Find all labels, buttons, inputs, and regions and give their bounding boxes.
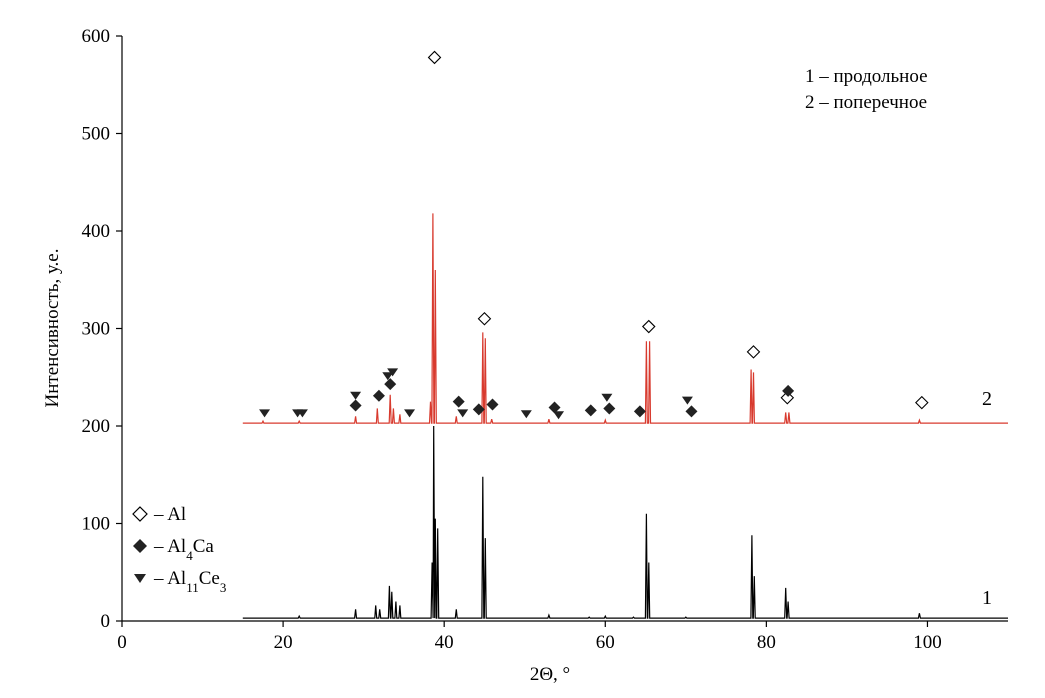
marker-al4ca-2 (372, 389, 385, 402)
marker-al11ce3-12 (681, 396, 693, 405)
marker-al4ca-12 (782, 384, 795, 397)
marker-al11ce3-10 (553, 411, 565, 420)
marker-al4ca-3 (384, 378, 397, 391)
marker-al4ca-9 (603, 402, 616, 415)
curve-label-2: 2 (982, 388, 992, 410)
marker-al4ca-5 (472, 403, 485, 416)
phase-legend: – Al – Al4Ca – Al11Ce3 (132, 504, 226, 595)
y-tick-label-600: 600 (82, 26, 111, 47)
legend-label-al11ce3: – Al11Ce3 (153, 568, 226, 595)
marker-al11ce3-5 (382, 372, 394, 381)
legend-item-al4ca: – Al4Ca (133, 536, 214, 563)
y-tick-label-100: 100 (82, 514, 111, 535)
open-diamond-icon (132, 506, 148, 522)
x-tick-label-80: 80 (757, 632, 776, 653)
y-tick-label-300: 300 (82, 319, 111, 340)
marker-al-4 (746, 345, 761, 359)
marker-al-1 (427, 50, 442, 65)
series-line-1 (242, 425, 1008, 619)
marker-al-6 (915, 395, 929, 410)
x-tick-label-60: 60 (596, 632, 615, 653)
y-tick-label-400: 400 (82, 221, 111, 242)
x-tick-label-0: 0 (117, 632, 127, 653)
marker-al4ca-7 (548, 401, 561, 414)
series-legend: 1 – продольное 2 – поперечное (805, 66, 928, 113)
marker-al11ce3-9 (520, 410, 532, 419)
y-tick-label-200: 200 (82, 416, 111, 437)
marker-al4ca-10 (633, 405, 646, 418)
marker-al-3 (641, 319, 656, 334)
marker-al11ce3-3 (296, 409, 308, 418)
marker-al4ca-6 (486, 398, 499, 411)
marker-al4ca-8 (584, 404, 597, 417)
marker-al-5 (780, 390, 795, 405)
marker-al11ce3-1 (259, 409, 271, 418)
x-axis-title: 2Θ, ° (530, 664, 570, 685)
marker-al4ca-4 (452, 395, 465, 408)
marker-al11ce3-6 (387, 368, 399, 377)
marker-al11ce3-7 (404, 409, 416, 418)
phase-markers (259, 50, 929, 420)
legend-label-al4ca: – Al4Ca (153, 536, 214, 563)
y-tick-label-0: 0 (101, 611, 111, 632)
series-legend-line-1: 1 – продольное (805, 66, 928, 87)
curve-label-1: 1 (982, 587, 992, 609)
y-tick-label-500: 500 (82, 124, 111, 145)
axes: 0 100 200 300 400 500 600 0 20 40 60 80 100 (82, 26, 1008, 653)
marker-al4ca-1 (349, 399, 362, 412)
legend-item-al11ce3: – Al11Ce3 (134, 568, 226, 595)
marker-al11ce3-4 (350, 391, 362, 400)
legend-label-al: – Al (153, 504, 186, 525)
series-legend-line-2: 2 – поперечное (805, 92, 927, 113)
x-tick-label-100: 100 (913, 632, 942, 653)
series-layer (242, 213, 1008, 619)
x-tick-label-20: 20 (274, 632, 293, 653)
marker-al11ce3-8 (457, 409, 469, 418)
series-line-2 (242, 213, 1008, 424)
x-tick-label-40: 40 (435, 632, 454, 653)
filled-diamond-icon (133, 539, 147, 553)
filled-triangle-icon (134, 574, 146, 583)
y-axis-title: Интенсивность, у.е. (42, 249, 63, 408)
legend-item-al: – Al (132, 504, 186, 525)
marker-al-2 (477, 311, 492, 326)
marker-al11ce3-11 (601, 393, 613, 402)
marker-al4ca-11 (685, 405, 698, 418)
